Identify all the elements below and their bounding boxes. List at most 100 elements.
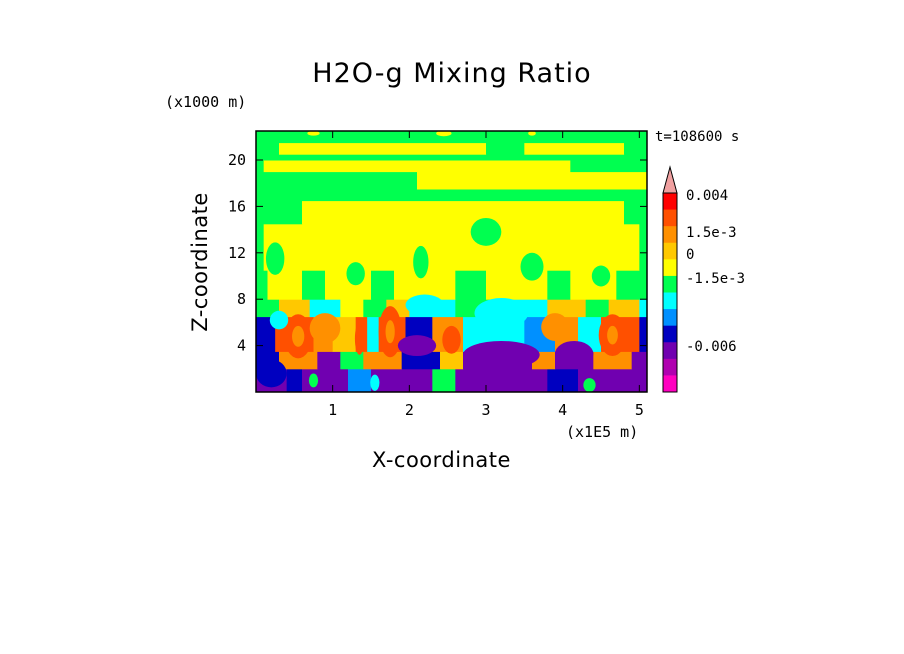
colorbar-swatch — [663, 325, 677, 343]
contour-cell — [474, 298, 529, 329]
x-axis-unit: (x1E5 m) — [566, 423, 639, 441]
contour-band — [616, 270, 647, 300]
contour-cell — [583, 378, 596, 392]
contour-cell — [520, 252, 544, 281]
contour-cell — [555, 340, 594, 367]
contour-band — [417, 171, 579, 190]
colorbar-label: -1.5e-3 — [686, 271, 745, 287]
contour-band — [371, 368, 433, 392]
contour-band — [340, 351, 364, 370]
x-tick-label: 2 — [405, 401, 414, 419]
contour-band — [524, 142, 625, 155]
contour-band — [256, 142, 280, 155]
contour-band — [286, 368, 303, 392]
contour-cell — [265, 242, 285, 275]
contour-band — [263, 223, 640, 271]
contour-cell — [463, 340, 540, 369]
contour-band — [639, 223, 647, 271]
contour-band — [279, 351, 318, 370]
contour-cell — [354, 322, 365, 355]
contour-band — [624, 200, 647, 225]
contour-band — [363, 351, 403, 370]
y-tick-label: 12 — [228, 244, 246, 262]
contour-cell — [385, 320, 395, 344]
y-tick-label: 16 — [228, 197, 246, 215]
colorbar-arrow — [662, 165, 678, 194]
contour-cell — [607, 325, 618, 345]
contour-band — [302, 270, 326, 300]
contour-band — [486, 142, 525, 155]
contour-cell — [370, 374, 380, 391]
contour-band — [279, 142, 487, 155]
contour-band — [256, 270, 268, 300]
colorbar-swatch — [663, 275, 677, 293]
contour-band — [256, 189, 647, 202]
contour-band — [371, 270, 395, 300]
contour-band — [256, 200, 303, 225]
contour-cell — [397, 335, 437, 357]
chart-title: H2O-g Mixing Ratio — [312, 58, 592, 89]
time-label: t=108600 s — [655, 129, 740, 145]
contour-band — [440, 351, 464, 370]
colorbar-label: 0 — [686, 247, 694, 263]
contour-band — [279, 299, 311, 318]
contour-band — [363, 299, 387, 318]
contour-cell — [436, 131, 452, 137]
contour-band — [624, 142, 647, 155]
contour-band — [547, 270, 571, 300]
x-tick-label: 4 — [558, 401, 567, 419]
colorbar-swatch — [663, 193, 677, 210]
colorbar-label: 1.5e-3 — [686, 225, 737, 241]
colorbar-label: 0.004 — [686, 188, 728, 204]
contour-band — [455, 368, 548, 392]
colorbar-frame — [662, 192, 678, 393]
contour-band — [547, 368, 579, 392]
contour-band — [639, 299, 647, 318]
colorbar-swatch — [663, 226, 677, 244]
contour-band — [367, 316, 380, 352]
colorbar-swatch — [663, 242, 677, 260]
plot-frame — [255, 130, 648, 393]
contour-band — [608, 299, 640, 318]
contour-cell — [528, 131, 536, 136]
contour-band — [267, 270, 303, 300]
colorbar-swatch — [663, 292, 677, 310]
contour-band — [256, 171, 418, 190]
contour-band — [578, 171, 647, 190]
contour-cell — [405, 294, 444, 316]
contour-band — [455, 270, 487, 300]
colorbar-swatch — [663, 342, 677, 360]
contour-cell — [541, 313, 569, 341]
contour-band — [593, 351, 633, 370]
contour-cell — [307, 131, 320, 136]
colorbar-swatch — [663, 259, 677, 277]
contour-band — [256, 154, 647, 161]
contour-cell — [309, 313, 341, 344]
contour-band — [585, 299, 610, 318]
y-tick-label: 8 — [237, 290, 246, 308]
x-tick-label: 1 — [328, 401, 337, 419]
contour-band — [256, 223, 265, 271]
colorbar-swatch — [663, 209, 677, 227]
contour-field — [256, 131, 647, 392]
contour-band — [547, 299, 587, 318]
y-tick-label: 20 — [228, 151, 246, 169]
contour-band — [263, 160, 571, 173]
x-axis-label: X-coordinate — [372, 448, 511, 472]
contour-band — [348, 368, 372, 392]
contour-cell — [346, 262, 365, 286]
contour-band — [340, 299, 364, 318]
contour-cell — [308, 373, 319, 388]
contour-band — [309, 299, 341, 318]
contour-band — [631, 351, 647, 370]
contour-cell — [256, 359, 287, 388]
contour-cell — [292, 325, 305, 347]
contour-band — [256, 316, 276, 352]
colorbar-swatch — [663, 309, 677, 327]
contour-band — [639, 316, 647, 352]
contour-band — [317, 351, 341, 370]
x-tick-label: 3 — [481, 401, 490, 419]
colorbar-label: -0.006 — [686, 339, 737, 355]
contour-cell — [442, 325, 461, 354]
